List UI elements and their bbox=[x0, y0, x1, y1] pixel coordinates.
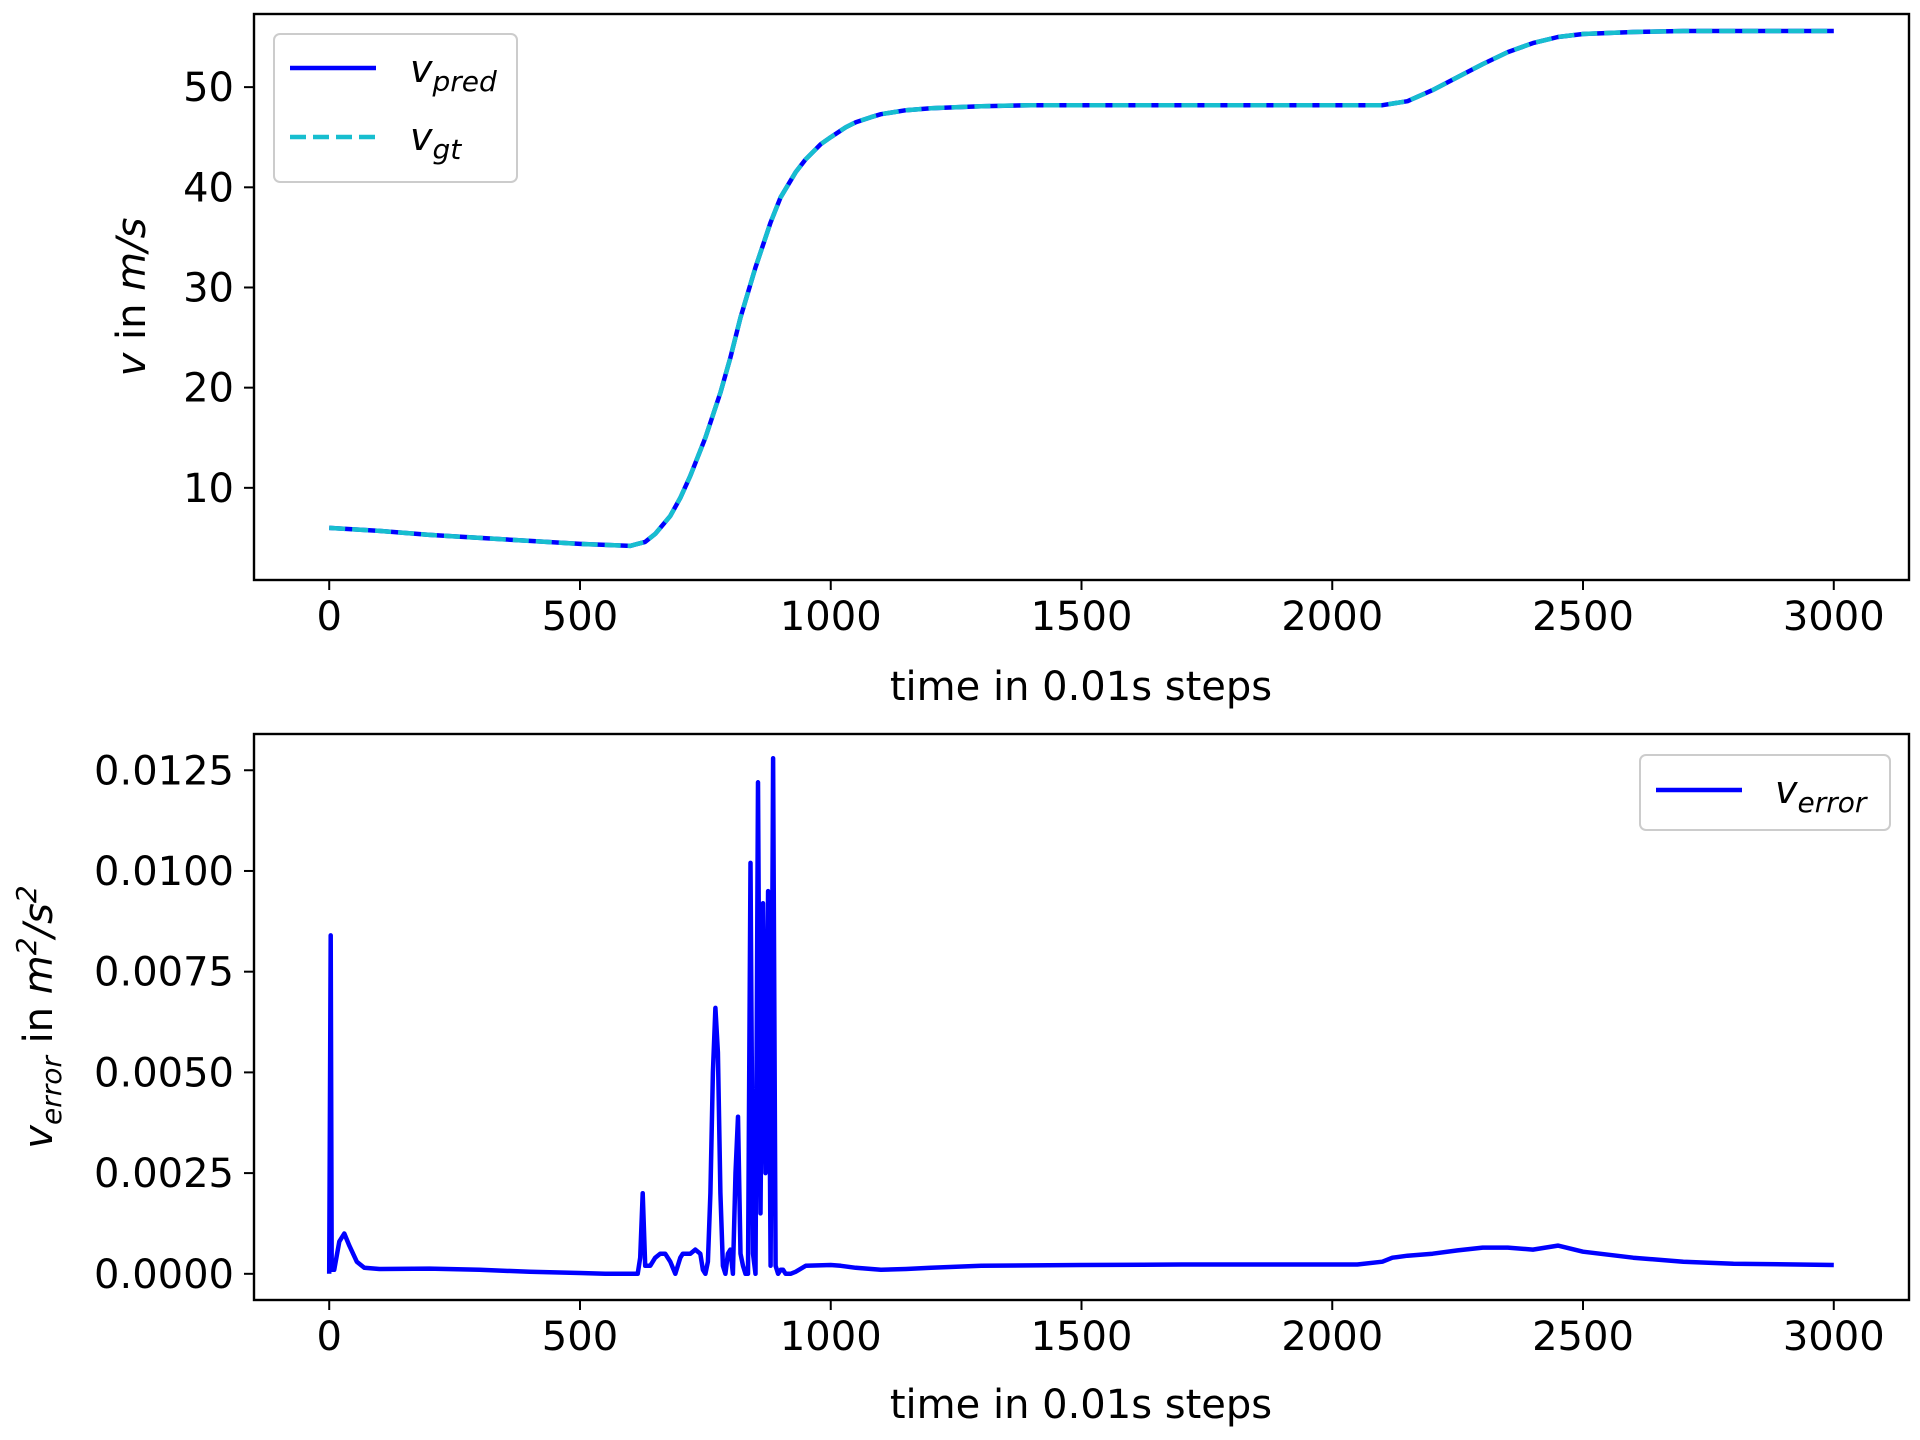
legend-label-v-pred: vpred bbox=[410, 47, 497, 98]
velocity-x-ticks: 0 500 1000 1500 2000 2500 3000 bbox=[317, 580, 1885, 640]
velocity-y-ticks: 10 20 30 40 50 bbox=[183, 65, 254, 512]
velocity-legend: vpred vgt bbox=[273, 33, 518, 183]
velocity-legend-box bbox=[273, 33, 518, 183]
velocity-x-tick-label: 3000 bbox=[1783, 594, 1885, 640]
velocity-chart: 0 500 1000 1500 2000 2500 3000 10 20 30 40 50 time… bbox=[109, 12, 1911, 710]
velocity-lines bbox=[329, 28, 1834, 549]
error-y-ticks: 0.0000 0.0025 0.0050 0.0075 0.0100 0.0125 bbox=[94, 748, 254, 1298]
velocity-x-tick-label: 1500 bbox=[1031, 594, 1133, 640]
error-x-tick-label: 1500 bbox=[1031, 1314, 1133, 1360]
error-y-tick-label: 0.0125 bbox=[94, 748, 234, 794]
series-line-v-pred bbox=[329, 28, 1834, 549]
error-legend-box bbox=[1639, 754, 1891, 831]
velocity-x-tick-label: 500 bbox=[542, 594, 618, 640]
error-legend: verror bbox=[1639, 754, 1891, 831]
error-y-tick-label: 0.0100 bbox=[94, 849, 234, 895]
error-y-tick-label: 0.0075 bbox=[94, 950, 234, 996]
legend-label-v-gt: vgt bbox=[410, 115, 462, 166]
error-y-tick-label: 0.0025 bbox=[94, 1151, 234, 1197]
velocity-y-tick-label: 40 bbox=[183, 165, 234, 211]
error-x-tick-label: 3000 bbox=[1783, 1314, 1885, 1360]
error-y-tick-label: 0.0050 bbox=[94, 1050, 234, 1096]
error-x-ticks: 0 500 1000 1500 2000 2500 3000 bbox=[317, 1300, 1885, 1360]
error-y-tick-label: 0.0000 bbox=[94, 1252, 234, 1298]
velocity-y-tick-label: 30 bbox=[183, 265, 234, 311]
error-chart: 0 500 1000 1500 2000 2500 3000 0.00000.00250.0… bbox=[10, 732, 1911, 1428]
velocity-x-tick-label: 1000 bbox=[780, 594, 882, 640]
velocity-y-tick-label: 50 bbox=[183, 65, 234, 111]
error-x-tick-label: 1000 bbox=[780, 1314, 882, 1360]
series-line-v-gt bbox=[329, 28, 1834, 549]
series-line-v-error bbox=[326, 755, 1834, 1277]
error-x-axis-label: time in 0.01s steps bbox=[890, 1382, 1272, 1428]
error-x-tick-label: 500 bbox=[542, 1314, 618, 1360]
velocity-x-tick-label: 2500 bbox=[1532, 594, 1634, 640]
velocity-y-tick-label: 20 bbox=[183, 366, 234, 412]
error-x-tick-label: 2500 bbox=[1532, 1314, 1634, 1360]
legend-label-v-error: verror bbox=[1775, 768, 1868, 819]
error-x-tick-label: 2000 bbox=[1281, 1314, 1383, 1360]
error-x-tick-label: 0 bbox=[317, 1314, 342, 1360]
velocity-x-tick-label: 2000 bbox=[1281, 594, 1383, 640]
velocity-y-tick-label: 10 bbox=[183, 466, 234, 512]
velocity-y-axis-label: v in m/s bbox=[109, 218, 155, 377]
error-y-axis-label: verror in m2/s2 bbox=[10, 885, 68, 1148]
velocity-x-axis-label: time in 0.01s steps bbox=[890, 664, 1272, 710]
error-lines bbox=[326, 755, 1834, 1277]
velocity-x-tick-label: 0 bbox=[317, 594, 342, 640]
